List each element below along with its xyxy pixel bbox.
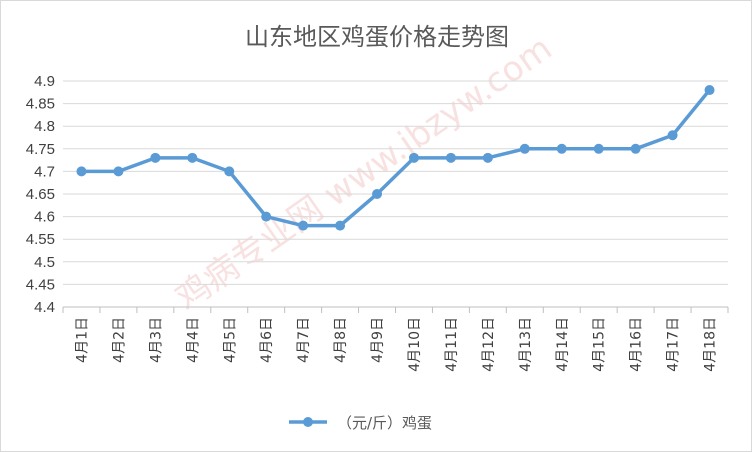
x-tick-label: 4月15日 [592,317,608,372]
data-point [150,152,161,163]
y-tick-label: 4.55 [26,231,55,248]
x-tick-label: 4月1日 [74,317,90,363]
x-tick-label: 4月5日 [222,317,238,363]
data-point [593,143,604,154]
x-axis [62,306,729,313]
data-point [630,143,641,154]
x-tick-label: 4月6日 [259,317,275,363]
x-tick-label: 4月10日 [407,317,423,372]
x-tick-label: 4月11日 [444,317,460,372]
legend-marker [303,417,313,427]
y-tick-label: 4.45 [26,276,55,293]
y-tick-label: 4.8 [34,118,55,135]
chart-title: 山东地区鸡蛋价格走势图 [245,23,509,51]
data-point [261,211,272,222]
x-tick-label: 4月13日 [518,317,534,372]
data-point [224,166,235,177]
x-tick-label: 4月16日 [629,317,645,372]
x-tick-label: 4月17日 [666,317,682,372]
data-point [76,166,87,177]
x-tick-label: 4月14日 [555,317,571,372]
y-tick-label: 4.85 [26,96,55,113]
data-point [335,220,346,231]
y-axis-ticks: 4.9 4.85 4.8 4.75 4.7 4.65 4.6 4.55 4.5 4.45 4.4 [26,73,55,316]
x-tick-label: 4月12日 [481,317,497,372]
y-tick-label: 4.75 [26,141,55,158]
x-tick-label: 4月8日 [333,317,349,363]
data-point [408,152,419,163]
y-tick-label: 4.4 [34,299,55,316]
x-tick-label: 4月2日 [111,317,127,363]
y-tick-label: 4.5 [34,254,55,271]
data-point [113,166,124,177]
series-line [79,88,712,228]
x-tick-label: 4月18日 [703,317,719,372]
x-tick-label: 4月9日 [370,317,386,363]
legend: （元/斤）鸡蛋 [289,414,432,432]
y-tick-label: 4.65 [26,186,55,203]
data-point [187,152,198,163]
data-point [704,85,715,96]
series-group [76,85,715,231]
data-point [372,189,383,199]
y-tick-label: 4.6 [34,209,55,226]
y-tick-label: 4.9 [34,73,55,90]
data-point [445,152,456,163]
legend-label: （元/斤）鸡蛋 [337,414,432,432]
x-tick-label: 4月3日 [148,317,164,363]
data-point [556,143,567,154]
x-tick-label: 4月4日 [185,317,201,363]
data-point [482,152,493,163]
x-axis-ticks: 4月1日 4月2日 4月3日 4月4日 4月5日 4月6日 4月7日 4月8日 4月9日 4月10… [74,317,718,372]
data-point [519,143,530,154]
data-point [298,220,309,231]
data-point [667,130,678,141]
gridlines [63,80,728,308]
y-tick-label: 4.7 [34,163,55,180]
x-tick-label: 4月7日 [296,317,312,363]
